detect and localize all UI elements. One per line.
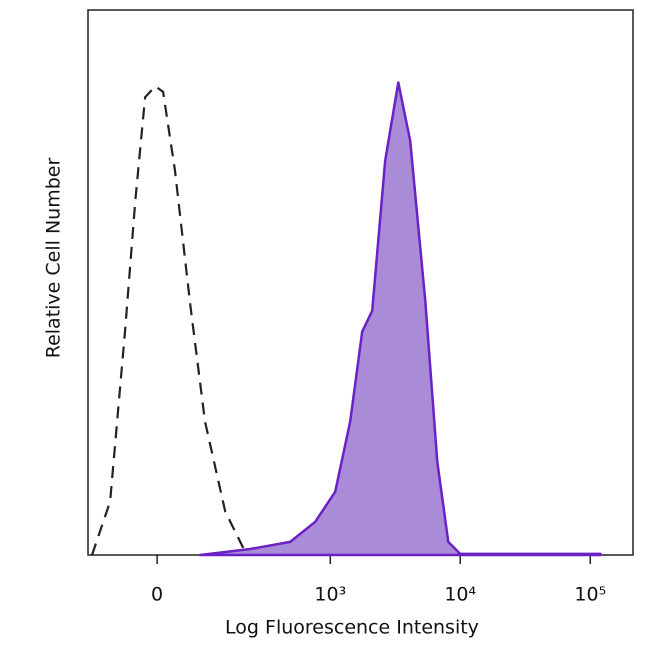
x-axis-label: Log Fluorescence Intensity	[225, 617, 479, 639]
histogram-line	[90, 85, 247, 556]
x-tick-label: 0	[151, 584, 163, 606]
x-tick-label: 10⁴	[444, 584, 476, 606]
histogram-area	[198, 81, 602, 557]
x-tick-label: 10⁵	[574, 584, 606, 606]
x-tick-label: 10³	[314, 584, 346, 606]
y-axis-label: Relative Cell Number	[43, 158, 65, 359]
